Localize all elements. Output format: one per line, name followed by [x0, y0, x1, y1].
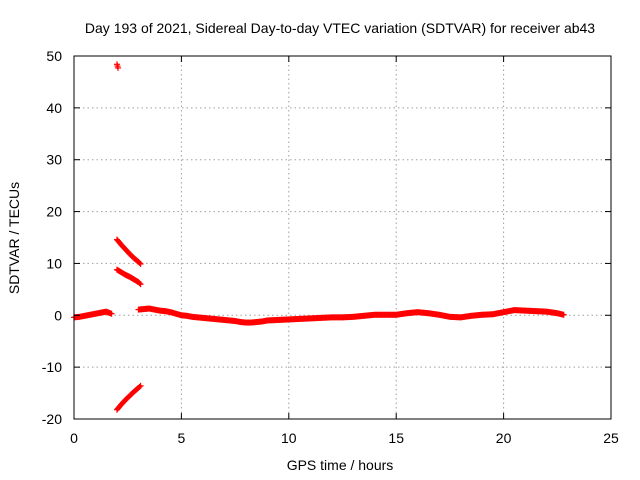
y-tick-label: 0 [54, 307, 62, 323]
chart-title: Day 193 of 2021, Sidereal Day-to-day VTE… [85, 20, 595, 36]
x-tick-label: 0 [70, 430, 78, 446]
x-tick-label: 10 [281, 430, 297, 446]
x-tick-label: 15 [388, 430, 404, 446]
y-tick-label: -20 [42, 411, 62, 427]
y-tick-label: 40 [46, 100, 62, 116]
y-tick-label: 50 [46, 48, 62, 64]
data-point [137, 382, 144, 389]
data-points [71, 61, 567, 413]
axis-ticks [73, 55, 612, 420]
y-tick-label: 30 [46, 152, 62, 168]
data-point [560, 311, 567, 318]
grid [74, 56, 611, 419]
y-tick-labels: -20 -10 0 10 20 30 40 50 [42, 48, 62, 427]
data-point [137, 260, 144, 267]
data-point [136, 280, 143, 287]
data-point [108, 310, 115, 317]
data-point [136, 383, 143, 390]
x-tick-label: 5 [178, 430, 186, 446]
x-tick-label: 20 [496, 430, 512, 446]
y-tick-label: 10 [46, 255, 62, 271]
data-point [115, 64, 122, 71]
x-tick-label: 25 [603, 430, 619, 446]
x-tick-labels: 0 5 10 15 20 25 [70, 430, 619, 446]
y-axis-label: SDTVAR / TECUs [6, 182, 22, 294]
y-tick-label: 20 [46, 204, 62, 220]
plot-frame [73, 55, 612, 420]
data-point [137, 281, 144, 288]
data-point [136, 259, 143, 266]
y-tick-label: -10 [42, 359, 62, 375]
x-axis-label: GPS time / hours [287, 457, 394, 473]
